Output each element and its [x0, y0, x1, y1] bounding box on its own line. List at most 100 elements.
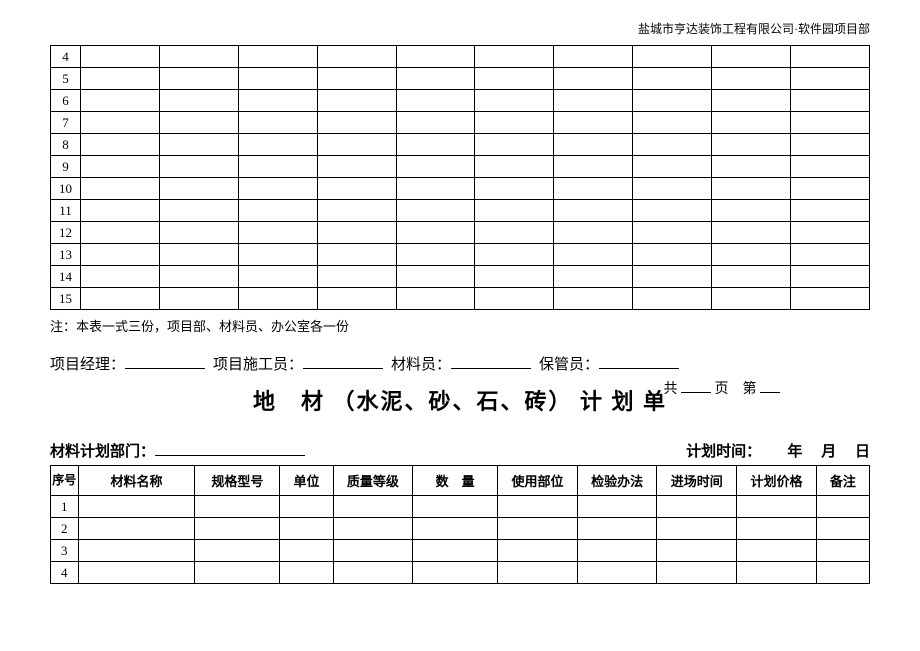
cell: [475, 90, 554, 112]
cell: [81, 112, 160, 134]
table-row: 14: [51, 266, 870, 288]
cell: [791, 288, 870, 310]
table-row: 12: [51, 222, 870, 244]
cell: [475, 266, 554, 288]
table-row: 1: [51, 496, 870, 518]
row-seq: 12: [51, 222, 81, 244]
cell: [712, 68, 791, 90]
cell: [238, 112, 317, 134]
cell: [475, 134, 554, 156]
cell: [498, 562, 578, 584]
row-seq: 13: [51, 244, 81, 266]
cell: [81, 266, 160, 288]
cell: [633, 288, 712, 310]
table-row: 5: [51, 68, 870, 90]
cell: [238, 68, 317, 90]
cell: [816, 540, 869, 562]
cell: [475, 112, 554, 134]
cell: [78, 562, 195, 584]
table-header-row: 序号 材料名称 规格型号 单位 质量等级 数 量 使用部位 检验办法 进场时间 …: [51, 466, 870, 496]
cell: [712, 222, 791, 244]
cell: [238, 288, 317, 310]
table-row: 3: [51, 540, 870, 562]
cell: [238, 156, 317, 178]
cell: [333, 496, 413, 518]
cell: [475, 178, 554, 200]
table-row: 7: [51, 112, 870, 134]
cell: [396, 134, 475, 156]
cell: [712, 134, 791, 156]
cell: [317, 200, 396, 222]
col-seq: 序号: [51, 466, 79, 496]
cell: [159, 288, 238, 310]
upper-table: 456789101112131415: [50, 45, 870, 310]
cell: [475, 244, 554, 266]
cell: [633, 68, 712, 90]
row-seq: 4: [51, 46, 81, 68]
cell: [737, 496, 817, 518]
cell: [633, 244, 712, 266]
material-label: 材料员：: [391, 353, 451, 374]
table-row: 8: [51, 134, 870, 156]
dept-label: 材料计划部门：: [50, 440, 155, 461]
cell: [737, 562, 817, 584]
cell: [396, 90, 475, 112]
cell: [238, 46, 317, 68]
cell: [554, 68, 633, 90]
row-seq: 7: [51, 112, 81, 134]
cell: [577, 540, 657, 562]
cell: [554, 90, 633, 112]
cell: [159, 46, 238, 68]
table-row: 6: [51, 90, 870, 112]
cell: [554, 178, 633, 200]
table-row: 15: [51, 288, 870, 310]
row-seq: 14: [51, 266, 81, 288]
table-row: 13: [51, 244, 870, 266]
cell: [317, 134, 396, 156]
col-grade: 质量等级: [333, 466, 413, 496]
cell: [413, 540, 498, 562]
cell: [280, 540, 333, 562]
cell: [554, 200, 633, 222]
cell: [396, 156, 475, 178]
row-seq: 5: [51, 68, 81, 90]
row-seq: 1: [51, 496, 79, 518]
cell: [413, 518, 498, 540]
cell: [712, 200, 791, 222]
cell: [317, 68, 396, 90]
cell: [81, 222, 160, 244]
cell: [238, 244, 317, 266]
cell: [791, 244, 870, 266]
cell: [577, 562, 657, 584]
cell: [333, 518, 413, 540]
cell: [737, 540, 817, 562]
plan-table: 序号 材料名称 规格型号 单位 质量等级 数 量 使用部位 检验办法 进场时间 …: [50, 465, 870, 584]
cell: [633, 222, 712, 244]
cell: [159, 200, 238, 222]
cell: [280, 496, 333, 518]
cell: [791, 90, 870, 112]
row-seq: 10: [51, 178, 81, 200]
cell: [712, 156, 791, 178]
col-name: 材料名称: [78, 466, 195, 496]
cell: [81, 156, 160, 178]
cell: [159, 156, 238, 178]
cell: [333, 540, 413, 562]
cell: [712, 266, 791, 288]
cell: [195, 562, 280, 584]
cell: [396, 178, 475, 200]
cell: [195, 496, 280, 518]
cell: [791, 46, 870, 68]
cell: [498, 496, 578, 518]
cell: [633, 178, 712, 200]
cell: [238, 222, 317, 244]
pm-label: 项目经理：: [50, 353, 125, 374]
cell: [791, 222, 870, 244]
cell: [633, 90, 712, 112]
cell: [737, 518, 817, 540]
cell: [396, 112, 475, 134]
builder-label: 项目施工员：: [213, 353, 303, 374]
cell: [577, 496, 657, 518]
cell: [396, 288, 475, 310]
table-row: 9: [51, 156, 870, 178]
